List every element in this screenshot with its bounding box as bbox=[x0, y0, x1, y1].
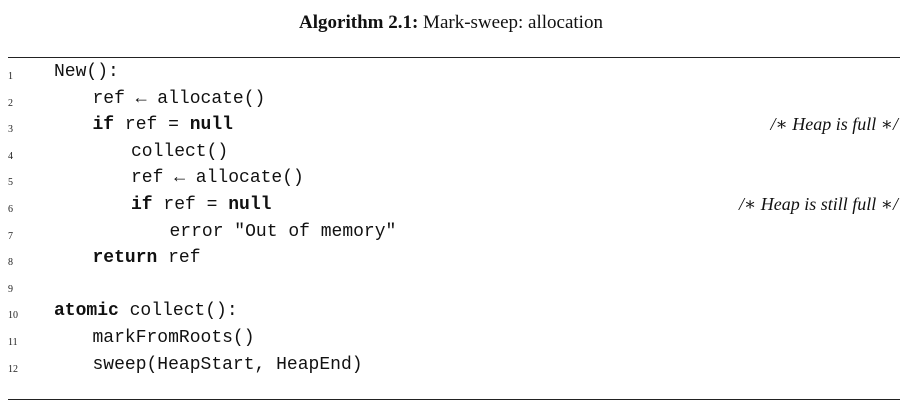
code-text: return ref bbox=[93, 248, 201, 268]
code-line: 5 ref ← allocate() bbox=[0, 166, 902, 193]
code-token: New(): bbox=[54, 62, 119, 82]
code-token: markFromRoots() bbox=[92, 328, 255, 348]
code-line: 1 New(): bbox=[0, 60, 902, 87]
line-number: 1 bbox=[8, 71, 13, 82]
code-token: ref ← allocate() bbox=[92, 88, 266, 109]
line-number: 12 bbox=[8, 363, 18, 375]
line-number: 9 bbox=[8, 283, 13, 295]
line-number: 10 bbox=[8, 310, 18, 322]
keyword: atomic bbox=[54, 301, 119, 322]
bottom-rule bbox=[8, 399, 900, 400]
code-line: 7 error "Out of memory" bbox=[0, 220, 902, 247]
code-line: 8 return ref bbox=[0, 246, 902, 273]
code-text: collect() bbox=[131, 142, 228, 162]
line-number: 4 bbox=[8, 150, 13, 162]
code-token: ref = bbox=[152, 195, 229, 215]
code-text: New(): bbox=[54, 62, 119, 82]
code-token: error "Out of memory" bbox=[169, 221, 397, 242]
algorithm-title: Mark-sweep: allocation bbox=[423, 12, 603, 33]
code-line: 10 atomic collect(): bbox=[0, 299, 902, 326]
code-comment: /∗ Heap is full ∗/ bbox=[770, 114, 898, 135]
line-number: 2 bbox=[8, 97, 13, 109]
top-rule bbox=[8, 57, 900, 58]
line-number: 3 bbox=[8, 124, 13, 136]
keyword: if bbox=[131, 195, 153, 215]
line-number: 5 bbox=[8, 177, 13, 189]
line-number: 11 bbox=[8, 337, 18, 348]
code-text: ref ← allocate() bbox=[93, 89, 266, 109]
code-text: if ref = null bbox=[93, 115, 233, 135]
code-line: 6 if ref = null /∗ Heap is still full ∗/ bbox=[0, 193, 902, 220]
code-line: 4 collect() bbox=[0, 140, 902, 167]
code-text: sweep(HeapStart, HeapEnd) bbox=[93, 355, 363, 375]
keyword: null bbox=[228, 195, 272, 215]
line-number: 6 bbox=[8, 204, 13, 215]
line-number: 7 bbox=[8, 230, 13, 242]
keyword: if bbox=[92, 115, 115, 136]
code-line: 2 ref ← allocate() bbox=[0, 87, 902, 114]
code-comment: /∗ Heap is still full ∗/ bbox=[739, 194, 898, 214]
code-line: 9 bbox=[0, 273, 902, 300]
code-text: if ref = null bbox=[131, 195, 271, 215]
code-token: ref = bbox=[114, 115, 190, 136]
code-line: 12 sweep(HeapStart, HeapEnd) bbox=[0, 353, 902, 380]
line-number: 8 bbox=[8, 257, 13, 269]
code-token: ref ← allocate() bbox=[131, 168, 304, 189]
code-text: error "Out of memory" bbox=[170, 222, 397, 242]
algorithm-label: Algorithm 2.1: bbox=[299, 12, 419, 33]
code-text: ref ← allocate() bbox=[131, 168, 304, 188]
code-token: sweep(HeapStart, HeapEnd) bbox=[92, 354, 363, 375]
code-text: atomic collect(): bbox=[54, 301, 238, 321]
code-token: collect(): bbox=[118, 301, 238, 322]
code-token: collect() bbox=[131, 141, 229, 162]
code-text: markFromRoots() bbox=[93, 328, 255, 348]
keyword: return bbox=[92, 248, 158, 269]
code-line: 11 markFromRoots() bbox=[0, 326, 902, 353]
algorithm-caption: Algorithm 2.1: Mark-sweep: allocation bbox=[0, 12, 902, 34]
code-token: ref bbox=[157, 248, 201, 269]
code-line: 3 if ref = null /∗ Heap is full ∗/ bbox=[0, 113, 902, 140]
keyword: null bbox=[189, 115, 233, 136]
